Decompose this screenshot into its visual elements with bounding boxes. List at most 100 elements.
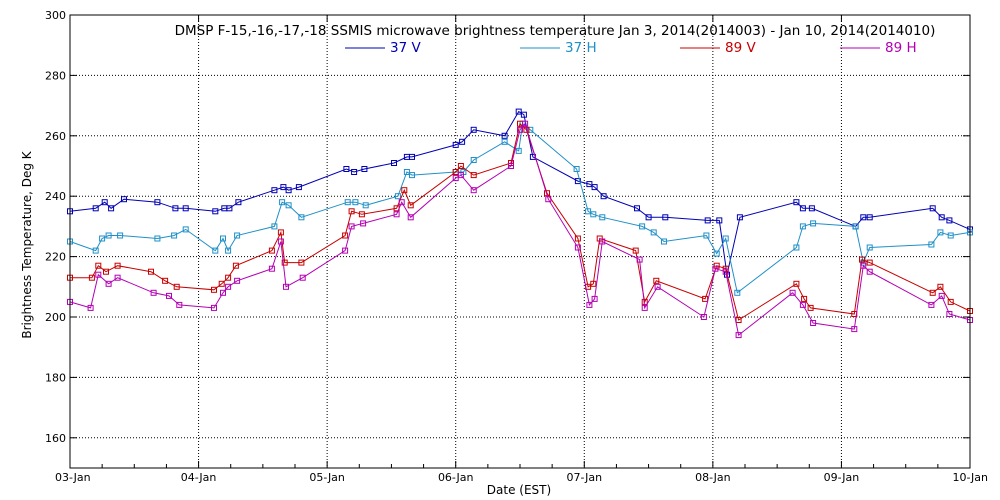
data-point [573,166,580,172]
data-point [358,211,365,218]
legend-label: 89 H [885,40,917,56]
data-point [88,274,95,281]
y-tick-label: 280 [45,69,66,82]
data-point [220,235,226,242]
data-point [712,265,719,272]
data-point [700,314,707,320]
data-point [591,295,598,302]
data-point [704,217,711,224]
data-point [457,172,464,179]
legend: 37 V 37 H 89 V 89 H [345,40,917,56]
data-point [277,229,284,236]
data-point [162,277,169,284]
grid [70,15,970,468]
data-point [929,289,936,296]
data-point [295,184,302,191]
data-point [515,147,522,154]
data-point [501,138,508,145]
data-point [409,172,415,179]
data-point [600,193,607,200]
data-point [520,111,527,118]
x-tick-label: 07-Jan [567,471,603,484]
data-point [271,223,278,230]
data-point [734,289,741,296]
data-point [172,205,179,212]
legend-label: 37 H [565,40,597,56]
data-point [703,232,710,239]
x-tick-label: 03-Jan [55,471,91,484]
axis-ticks: 160 180 200 220 240 260 280 300 03-Jan 04-Jan 05-J… [45,9,988,484]
data-point [173,283,180,290]
data-point [360,220,367,227]
series-89-h [67,120,973,339]
data-point [641,304,648,311]
data-point [92,205,99,212]
data-point [716,217,723,224]
data-point [851,326,858,333]
x-tick-label: 06-Jan [438,471,474,484]
data-point [639,223,646,230]
data-point [459,138,466,145]
data-point [938,292,945,299]
data-point [470,187,477,194]
data-point [508,163,514,169]
data-point [95,262,102,269]
data-point [225,274,232,281]
legend-item: 89 V [680,40,756,56]
data-point [279,199,286,206]
data-point [810,220,817,227]
data-point [866,268,873,275]
data-point [937,229,944,236]
x-axis-title: Date (EST) [487,483,551,497]
y-tick-label: 200 [45,311,66,324]
data-point [937,283,944,290]
data-point [409,153,415,160]
data-point [226,205,233,212]
data-point [634,205,640,212]
data-point [807,304,814,311]
data-point [95,271,102,278]
data-point [662,214,669,221]
data-point [393,211,400,218]
data-point [793,244,800,251]
data-point [394,193,401,200]
data-point [928,301,935,308]
data-point [452,169,459,175]
series-37-h [67,120,973,296]
data-point [517,126,523,133]
data-point [103,268,109,275]
data-point [591,184,598,191]
data-point [702,295,709,302]
data-point [352,199,359,206]
data-point [114,274,121,281]
data-point [789,289,796,296]
data-point [735,332,742,339]
data-point [801,295,808,302]
data-point [632,247,639,254]
data-point [808,205,815,212]
legend-label: 37 V [390,40,421,56]
data-point [470,172,477,179]
data-point [298,259,305,266]
data-point [401,187,408,194]
data-point [105,232,112,239]
data-point [154,199,161,206]
data-point [866,214,873,221]
data-point [268,247,275,254]
data-point [285,187,292,194]
data-point [946,217,953,224]
data-point [232,262,239,269]
data-point [351,169,358,175]
y-tick-label: 220 [45,251,66,264]
y-axis-title: Brightness Temperature, Deg K [20,150,34,338]
data-point [342,247,349,254]
data-point [108,205,115,212]
data-point [654,283,661,290]
data-point [220,289,226,296]
data-point [793,199,800,206]
data-point [946,311,953,317]
data-point [171,232,178,239]
data-point [114,262,121,269]
data-point [713,250,720,257]
